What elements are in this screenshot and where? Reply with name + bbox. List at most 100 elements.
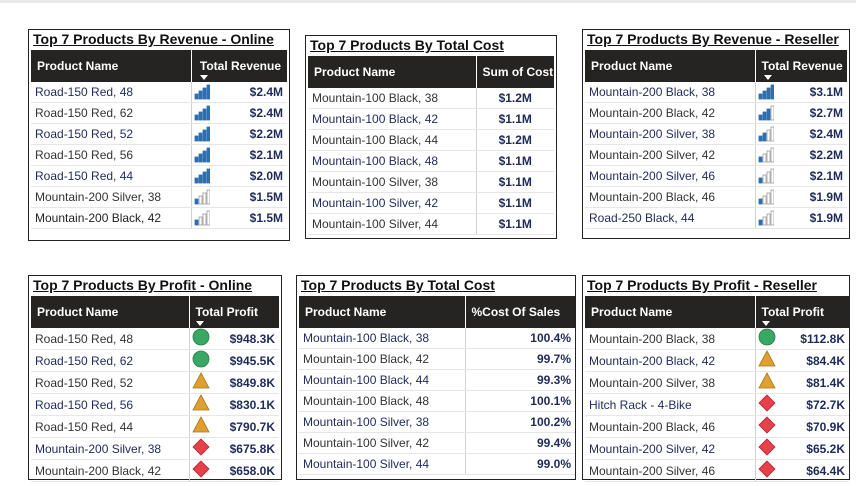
bar-segment: [766, 213, 770, 226]
table-row[interactable]: Mountain-100 Black, 42 $1.1M: [308, 108, 554, 130]
bar-segment: [198, 195, 202, 205]
product-name-cell: Road-150 Red, 62: [31, 349, 189, 372]
signal-bars-icon: [194, 105, 210, 121]
table-row[interactable]: Mountain-100 Black, 38 $1.2M: [308, 88, 554, 109]
value-cell: $1.9M: [777, 207, 848, 229]
table-row[interactable]: Road-150 Red, 52 $2.2M: [31, 123, 288, 145]
table-row[interactable]: Mountain-100 Black, 38 100.4%: [299, 328, 575, 349]
value-cell: $1.9M: [777, 186, 848, 208]
table-total-cost: Product Name Sum of Cost Mountain-100 Bl…: [308, 56, 554, 235]
table-row[interactable]: Mountain-200 Silver, 46 $64.4K: [585, 459, 849, 482]
table-row[interactable]: Mountain-200 Black, 42 $658.0K: [31, 459, 279, 482]
table-row[interactable]: Road-150 Red, 56 $830.1K: [31, 393, 279, 416]
table-row[interactable]: Mountain-100 Silver, 42 99.4%: [299, 432, 575, 454]
signal-bars-icon: [758, 189, 774, 205]
bar-segment: [758, 219, 762, 226]
card-profit-reseller: Top 7 Products By Profit - Reseller Prod…: [582, 275, 850, 482]
bar-segment: [198, 216, 202, 226]
table-row[interactable]: Road-150 Red, 62 $945.5K: [31, 349, 279, 372]
col-header-total-revenue[interactable]: Total Revenue: [190, 50, 288, 82]
table-profit-reseller: Product Name Total Profit Mountain-200 B…: [585, 296, 849, 482]
table-row[interactable]: Mountain-100 Silver, 38 $1.1M: [308, 171, 554, 193]
table-row[interactable]: Road-150 Red, 48 $2.4M: [31, 82, 288, 103]
table-row[interactable]: Mountain-200 Black, 42 $2.7M: [585, 102, 848, 124]
table-row[interactable]: Mountain-200 Black, 38 $112.8K: [585, 328, 849, 350]
table-row[interactable]: Road-150 Red, 56 $2.1M: [31, 144, 288, 166]
product-name-cell: Mountain-100 Silver, 38: [308, 171, 476, 193]
col-header-total-profit[interactable]: Total Profit: [188, 296, 279, 328]
product-name-cell: Mountain-200 Silver, 46: [585, 459, 755, 482]
value-cell: $72.7K: [779, 393, 849, 416]
col-header-cost-of-sales[interactable]: %Cost Of Sales: [464, 296, 575, 328]
card-cost-of-sales: Top 7 Products By Total Cost Product Nam…: [296, 275, 576, 480]
table-row[interactable]: Road-150 Red, 62 $2.4M: [31, 102, 288, 124]
col-header-product-name[interactable]: Product Name: [585, 50, 755, 82]
table-row[interactable]: Mountain-100 Black, 48 100.1%: [299, 390, 575, 412]
product-name-cell: Hitch Rack - 4-Bike: [585, 393, 755, 416]
table-row[interactable]: Mountain-200 Silver, 38 $1.5M: [31, 186, 288, 208]
table-row[interactable]: Road-250 Black, 44 $1.9M: [585, 207, 848, 229]
table-row[interactable]: Mountain-200 Silver, 46 $2.1M: [585, 165, 848, 187]
kpi-bars-cell: [754, 82, 777, 103]
col-header-product-name[interactable]: Product Name: [299, 296, 465, 328]
table-row[interactable]: Road-150 Red, 44 $2.0M: [31, 165, 288, 187]
table-row[interactable]: Mountain-200 Silver, 38 $675.8K: [31, 437, 279, 460]
product-name-cell: Mountain-200 Black, 38: [585, 328, 755, 350]
table-row[interactable]: Mountain-200 Silver, 42 $2.2M: [585, 144, 848, 166]
table-row[interactable]: Road-150 Red, 44 $790.7K: [31, 415, 279, 438]
product-name-cell: Mountain-200 Black, 42: [31, 207, 191, 229]
table-row[interactable]: Mountain-200 Black, 42 $1.5M: [31, 207, 288, 229]
table-row[interactable]: Mountain-200 Black, 42 $84.4K: [585, 349, 849, 372]
sort-desc-icon: [763, 75, 772, 80]
bar-segment: [194, 114, 198, 121]
diamond-kpi-icon: [757, 394, 776, 415]
table-row[interactable]: Mountain-100 Black, 48 $1.1M: [308, 150, 554, 172]
table-row[interactable]: Mountain-100 Silver, 42 $1.1M: [308, 192, 554, 214]
table-row[interactable]: Mountain-200 Black, 46 $1.9M: [585, 186, 848, 208]
product-name-cell: Mountain-200 Black, 46: [585, 415, 755, 438]
circle-indicator: [758, 328, 775, 346]
table-row[interactable]: Hitch Rack - 4-Bike $72.7K: [585, 393, 849, 416]
product-name-cell: Mountain-100 Silver, 42: [308, 192, 476, 214]
table-row[interactable]: Road-150 Red, 48 $948.3K: [31, 328, 279, 350]
col-header-product-name[interactable]: Product Name: [31, 50, 191, 82]
product-name-cell: Mountain-100 Black, 44: [299, 369, 465, 391]
table-row[interactable]: Mountain-100 Black, 44 99.3%: [299, 369, 575, 391]
value-cell: $2.1M: [777, 165, 848, 187]
col-header-total-revenue[interactable]: Total Revenue: [754, 50, 848, 82]
table-row[interactable]: Mountain-100 Black, 44 $1.2M: [308, 129, 554, 151]
table-row[interactable]: Mountain-100 Black, 42 99.7%: [299, 348, 575, 370]
col-header-product-name[interactable]: Product Name: [585, 296, 755, 328]
table-row[interactable]: Mountain-100 Silver, 44 99.0%: [299, 453, 575, 475]
col-header-sum-of-cost[interactable]: Sum of Cost: [475, 56, 554, 88]
card-title: Top 7 Products By Revenue - Online: [33, 31, 274, 47]
table-row[interactable]: Mountain-100 Silver, 38 100.2%: [299, 411, 575, 433]
bar-segment: [770, 126, 774, 142]
table-row[interactable]: Mountain-100 Silver, 44 $1.1M: [308, 213, 554, 235]
col-header-total-profit[interactable]: Total Profit: [754, 296, 849, 328]
table-row[interactable]: Mountain-200 Black, 46 $70.9K: [585, 415, 849, 438]
triangle-kpi-icon: [191, 416, 210, 437]
product-name-cell: Mountain-100 Silver, 44: [299, 453, 465, 475]
value-cell: $830.1K: [213, 393, 279, 416]
signal-bars-icon: [194, 84, 210, 100]
kpi-bars-cell: [190, 123, 213, 145]
table-row[interactable]: Mountain-200 Silver, 38 $81.4K: [585, 371, 849, 394]
product-name-cell: Road-150 Red, 44: [31, 165, 191, 187]
circle-indicator: [192, 350, 209, 368]
bar-segment: [762, 174, 766, 184]
table-row[interactable]: Road-150 Red, 52 $849.8K: [31, 371, 279, 394]
value-cell: $948.3K: [213, 328, 279, 350]
bar-segment: [758, 198, 762, 205]
bar-segment: [198, 111, 202, 121]
sort-desc-icon: [195, 321, 204, 326]
col-header-product-name[interactable]: Product Name: [308, 56, 476, 88]
bar-segment: [770, 210, 774, 226]
sort-desc-icon: [199, 75, 208, 80]
table-row[interactable]: Mountain-200 Silver, 38 $2.4M: [585, 123, 848, 145]
table-row[interactable]: Mountain-200 Silver, 42 $65.2K: [585, 437, 849, 460]
col-header-product-name[interactable]: Product Name: [31, 296, 189, 328]
table-row[interactable]: Mountain-200 Black, 38 $3.1M: [585, 82, 848, 103]
signal-bars-icon: [758, 168, 774, 184]
kpi-shape-cell: [754, 371, 779, 394]
